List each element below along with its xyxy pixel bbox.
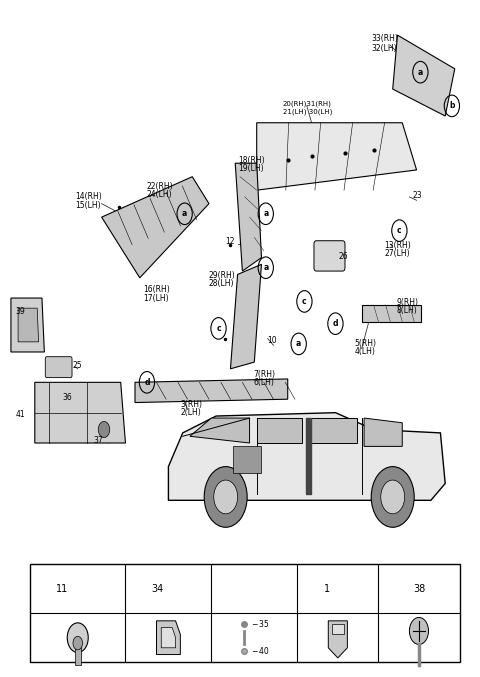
Polygon shape (257, 123, 417, 190)
Text: 20(RH)31(RH): 20(RH)31(RH) (283, 101, 332, 107)
Text: 32(LH): 32(LH) (371, 44, 397, 53)
Text: d: d (333, 319, 338, 328)
Text: d: d (306, 584, 312, 593)
Text: 29(RH): 29(RH) (209, 271, 236, 280)
Text: a: a (263, 263, 268, 272)
Circle shape (409, 617, 429, 645)
Polygon shape (235, 163, 262, 271)
Text: 27(LH): 27(LH) (384, 249, 410, 258)
Text: 41: 41 (16, 410, 25, 418)
Text: c: c (221, 584, 226, 593)
Text: a: a (418, 68, 423, 77)
Circle shape (73, 636, 83, 650)
Text: 19(LH): 19(LH) (238, 164, 264, 173)
Bar (332, 624, 344, 634)
Text: 1: 1 (324, 584, 330, 594)
Text: 12: 12 (226, 237, 235, 246)
Polygon shape (230, 264, 262, 369)
Text: 6(LH): 6(LH) (253, 378, 274, 387)
Circle shape (67, 623, 88, 653)
Text: b: b (449, 102, 455, 110)
Text: 37: 37 (93, 437, 103, 445)
Text: a: a (263, 209, 268, 218)
Polygon shape (156, 621, 180, 655)
Text: 5(RH): 5(RH) (355, 339, 376, 349)
Text: 2(LH): 2(LH) (180, 408, 201, 417)
Text: 36: 36 (62, 393, 72, 401)
Polygon shape (328, 621, 348, 658)
Polygon shape (35, 383, 125, 443)
Text: 7(RH): 7(RH) (253, 370, 276, 378)
Text: a: a (39, 584, 45, 593)
Text: 34: 34 (152, 584, 164, 594)
Text: c: c (216, 324, 221, 333)
Text: 33(RH): 33(RH) (371, 34, 398, 43)
Polygon shape (11, 298, 44, 352)
Text: 4(LH): 4(LH) (355, 347, 375, 357)
Polygon shape (393, 35, 455, 116)
Text: 23: 23 (412, 191, 422, 200)
Circle shape (214, 480, 238, 514)
Text: 22(RH): 22(RH) (147, 181, 174, 191)
Text: 18(RH): 18(RH) (238, 156, 264, 165)
Polygon shape (364, 418, 402, 446)
Polygon shape (135, 379, 288, 403)
Circle shape (381, 480, 405, 514)
Circle shape (204, 466, 247, 527)
Polygon shape (102, 177, 209, 278)
Text: 25: 25 (72, 361, 82, 370)
Text: 21(LH) 30(LH): 21(LH) 30(LH) (283, 109, 332, 115)
Text: 15(LH): 15(LH) (75, 200, 101, 209)
Text: 13(RH): 13(RH) (384, 241, 411, 250)
Text: 9(RH): 9(RH) (396, 299, 419, 307)
Text: a: a (296, 339, 301, 349)
Polygon shape (190, 418, 250, 443)
FancyBboxPatch shape (30, 565, 459, 662)
Text: 11: 11 (56, 584, 69, 594)
Text: 28(LH): 28(LH) (209, 280, 235, 288)
Text: d: d (144, 378, 150, 387)
Text: 3(RH): 3(RH) (180, 400, 203, 409)
Text: 10: 10 (267, 336, 277, 345)
Text: 8(LH): 8(LH) (396, 307, 417, 315)
Text: 14(RH): 14(RH) (75, 192, 102, 202)
FancyBboxPatch shape (314, 241, 345, 271)
Circle shape (98, 421, 110, 437)
Text: 24(LH): 24(LH) (147, 190, 173, 199)
Text: a: a (182, 209, 187, 218)
Polygon shape (309, 418, 357, 443)
Bar (233, 446, 262, 473)
Bar (75, 641, 81, 665)
Text: 38: 38 (413, 584, 425, 594)
Polygon shape (161, 628, 176, 648)
Text: 17(LH): 17(LH) (143, 294, 169, 303)
Polygon shape (257, 418, 302, 443)
Text: b: b (134, 584, 141, 593)
Text: 39: 39 (16, 307, 25, 316)
Text: 16(RH): 16(RH) (143, 286, 170, 294)
Polygon shape (168, 413, 445, 500)
Polygon shape (362, 305, 421, 322)
Text: ─ 35: ─ 35 (252, 619, 269, 629)
Circle shape (371, 466, 414, 527)
Text: c: c (302, 297, 307, 306)
Text: 26: 26 (338, 252, 348, 261)
Text: c: c (397, 226, 402, 235)
Text: ─ 40: ─ 40 (252, 647, 269, 655)
FancyBboxPatch shape (45, 357, 72, 378)
Polygon shape (18, 308, 38, 342)
